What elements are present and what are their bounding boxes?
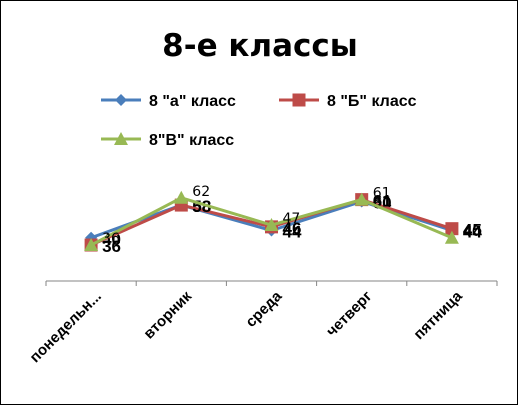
data-label: 46 xyxy=(283,219,302,238)
x-axis-ticks: понедельн... вторник среда четверг пятница xyxy=(27,281,498,366)
data-point-triangle xyxy=(174,190,189,204)
data-label: 61 xyxy=(373,186,391,202)
data-point-triangle xyxy=(444,230,459,244)
data-point-triangle xyxy=(264,218,279,232)
data-point-diamond xyxy=(115,94,127,106)
legend-item: 8 "а" класс xyxy=(101,93,236,110)
data-label: 47 xyxy=(283,211,301,227)
data-point-triangle xyxy=(84,238,99,252)
data-label: 36 xyxy=(102,231,120,247)
x-tick-label: среда xyxy=(242,287,285,330)
x-tick-label: вторник xyxy=(140,287,195,342)
data-label: 62 xyxy=(192,184,210,200)
legend-label: 8"В" класс xyxy=(149,132,234,149)
data-point-square xyxy=(292,93,306,107)
legend-item: 8"В" класс xyxy=(101,132,234,149)
data-label: 44 xyxy=(283,222,302,241)
chart-title: 8-е классы xyxy=(162,28,358,64)
legend: 8 "а" класс 8 "Б" класс 8"В" класс xyxy=(101,93,417,149)
data-point-triangle xyxy=(114,132,128,145)
legend-item: 8 "Б" класс xyxy=(279,93,417,110)
data-label: 44 xyxy=(463,222,482,241)
x-tick-label: четверг xyxy=(323,288,375,340)
data-label: 36 xyxy=(102,237,121,256)
data-point-triangle xyxy=(354,192,369,206)
legend-label: 8 "Б" класс xyxy=(327,93,417,110)
data-label: 45 xyxy=(463,221,482,240)
legend-label: 8 "а" класс xyxy=(149,93,236,110)
series-3: 36 62 47 61 40 xyxy=(84,184,481,252)
data-point-square xyxy=(445,222,459,236)
x-tick-label: понедельн... xyxy=(27,288,105,366)
x-tick-label: пятница xyxy=(410,287,466,343)
data-label: 40 xyxy=(463,224,481,240)
